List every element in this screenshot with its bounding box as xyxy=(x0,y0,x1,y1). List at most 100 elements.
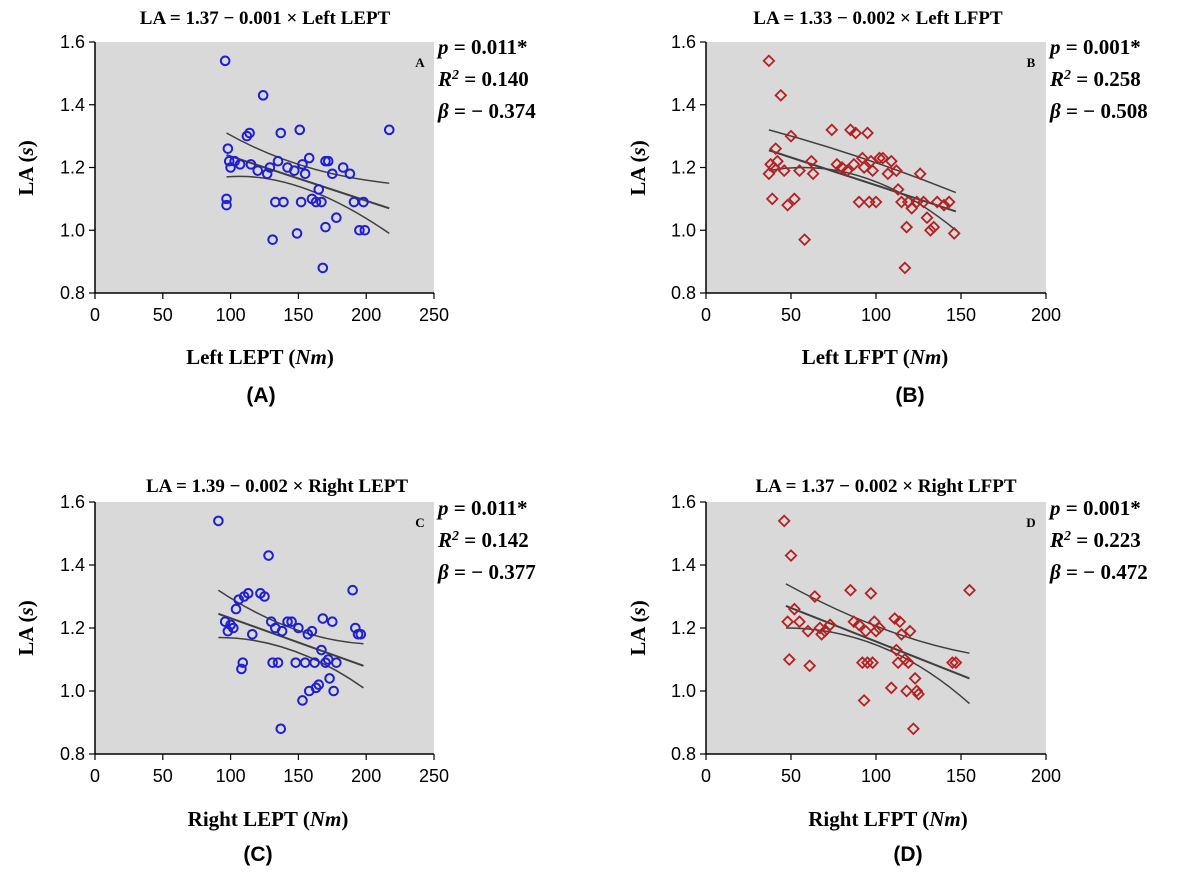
data-point xyxy=(869,195,883,209)
data-point xyxy=(275,127,287,139)
data-point xyxy=(912,687,925,701)
plot-area xyxy=(706,502,1046,754)
data-point xyxy=(317,262,329,274)
p-value-text: p = 0.001* xyxy=(1048,496,1141,520)
beta-text: β = − 0.472 xyxy=(1049,560,1148,584)
panel-caption: (C) xyxy=(243,843,272,866)
data-point xyxy=(889,164,903,178)
data-point xyxy=(219,55,231,67)
data-point xyxy=(244,127,255,139)
x-tick-label: 0 xyxy=(90,766,100,786)
y-tick-label: 1.4 xyxy=(671,95,696,115)
y-axis-label: LA (s) xyxy=(626,600,650,655)
data-point xyxy=(906,722,920,736)
data-point xyxy=(866,656,880,670)
data-point xyxy=(233,594,245,605)
y-tick-label: 1.6 xyxy=(60,492,85,512)
data-point xyxy=(267,657,278,668)
data-point xyxy=(252,165,264,176)
data-point xyxy=(823,618,837,632)
x-tick-label: 100 xyxy=(861,305,891,325)
data-point xyxy=(358,196,369,208)
scatter-panel-b: 0.8 1.0 1.2 1.4 1.6 0 50 100 150 200 B LA = 1.33 − … xyxy=(626,8,1148,407)
data-point xyxy=(900,220,914,234)
data-point xyxy=(923,223,937,237)
data-point xyxy=(327,168,338,180)
data-point xyxy=(278,196,289,208)
panel-caption: (D) xyxy=(893,843,922,866)
data-point xyxy=(806,167,820,181)
data-point xyxy=(331,657,342,668)
data-point xyxy=(927,220,941,234)
data-point xyxy=(347,584,358,596)
data-point xyxy=(804,154,818,168)
data-point xyxy=(866,164,880,178)
x-tick-label: 150 xyxy=(283,766,313,786)
data-point xyxy=(908,671,922,685)
data-point xyxy=(782,653,796,666)
data-point xyxy=(769,142,783,156)
y-axis-label: LA (s) xyxy=(14,600,38,655)
data-point xyxy=(825,123,839,137)
x-tick-label: 0 xyxy=(90,305,100,325)
data-point xyxy=(289,165,300,176)
data-point xyxy=(221,193,232,205)
p-value-text: p = 0.001* xyxy=(1048,35,1141,59)
data-point xyxy=(855,656,869,670)
r-squared-text: R2 = 0.140 xyxy=(437,67,529,91)
y-tick-label: 1.0 xyxy=(671,220,696,240)
r-squared-text: R2 = 0.258 xyxy=(1049,67,1141,91)
plot-area xyxy=(95,502,434,754)
data-point xyxy=(297,159,308,170)
data-point xyxy=(293,622,304,634)
confidence-band-lower xyxy=(785,627,970,705)
data-point xyxy=(221,199,232,211)
data-point xyxy=(276,625,288,637)
data-point xyxy=(228,622,239,634)
chart-title: LA = 1.37 − 0.001 × Left LEPT xyxy=(140,8,391,29)
data-point xyxy=(316,196,327,208)
chart-title: LA = 1.37 − 0.002 × Right LFPT xyxy=(755,476,1016,497)
data-point xyxy=(903,624,917,638)
data-point xyxy=(291,228,303,239)
data-point xyxy=(801,624,815,638)
data-point xyxy=(223,155,235,167)
y-tick-label: 1.6 xyxy=(671,32,696,52)
data-point xyxy=(798,233,812,247)
y-axis-label: LA (s) xyxy=(14,140,38,195)
data-point xyxy=(963,583,976,597)
y-tick-label: 1.2 xyxy=(60,158,85,178)
data-point xyxy=(852,195,866,209)
data-point xyxy=(236,663,247,675)
regression-line xyxy=(226,153,390,210)
data-point xyxy=(857,693,871,707)
panel-letter: A xyxy=(415,55,425,70)
x-axis-label: Right LEPT (Nm) xyxy=(188,807,349,831)
x-tick-label: 200 xyxy=(1031,305,1061,325)
scatter-panel-a: 0.8 1.0 1.2 1.4 1.6 0 50 100 150 200 250 A LA = 1.37… xyxy=(14,8,536,407)
confidence-band-lower xyxy=(226,175,390,235)
data-point xyxy=(781,615,795,629)
data-point xyxy=(844,583,857,597)
data-point xyxy=(313,184,325,195)
data-point xyxy=(303,152,315,164)
y-tick-label: 0.8 xyxy=(671,283,696,303)
data-point xyxy=(830,157,844,171)
x-tick-label: 150 xyxy=(946,766,976,786)
data-point xyxy=(861,126,874,140)
r-squared-text: R2 = 0.142 xyxy=(437,528,529,552)
y-tick-label: 0.8 xyxy=(60,283,85,303)
data-point xyxy=(884,681,898,695)
data-point xyxy=(344,168,356,180)
data-point xyxy=(317,613,329,624)
data-point xyxy=(272,657,284,668)
data-point xyxy=(861,656,874,670)
data-point xyxy=(852,618,866,632)
data-point xyxy=(787,192,801,206)
data-point xyxy=(777,514,791,528)
beta-text: β = − 0.374 xyxy=(437,99,536,123)
y-tick-label: 1.4 xyxy=(60,555,85,575)
data-point xyxy=(891,182,905,196)
beta-text: β = − 0.508 xyxy=(1049,99,1148,123)
panel-letter: D xyxy=(1026,515,1035,530)
